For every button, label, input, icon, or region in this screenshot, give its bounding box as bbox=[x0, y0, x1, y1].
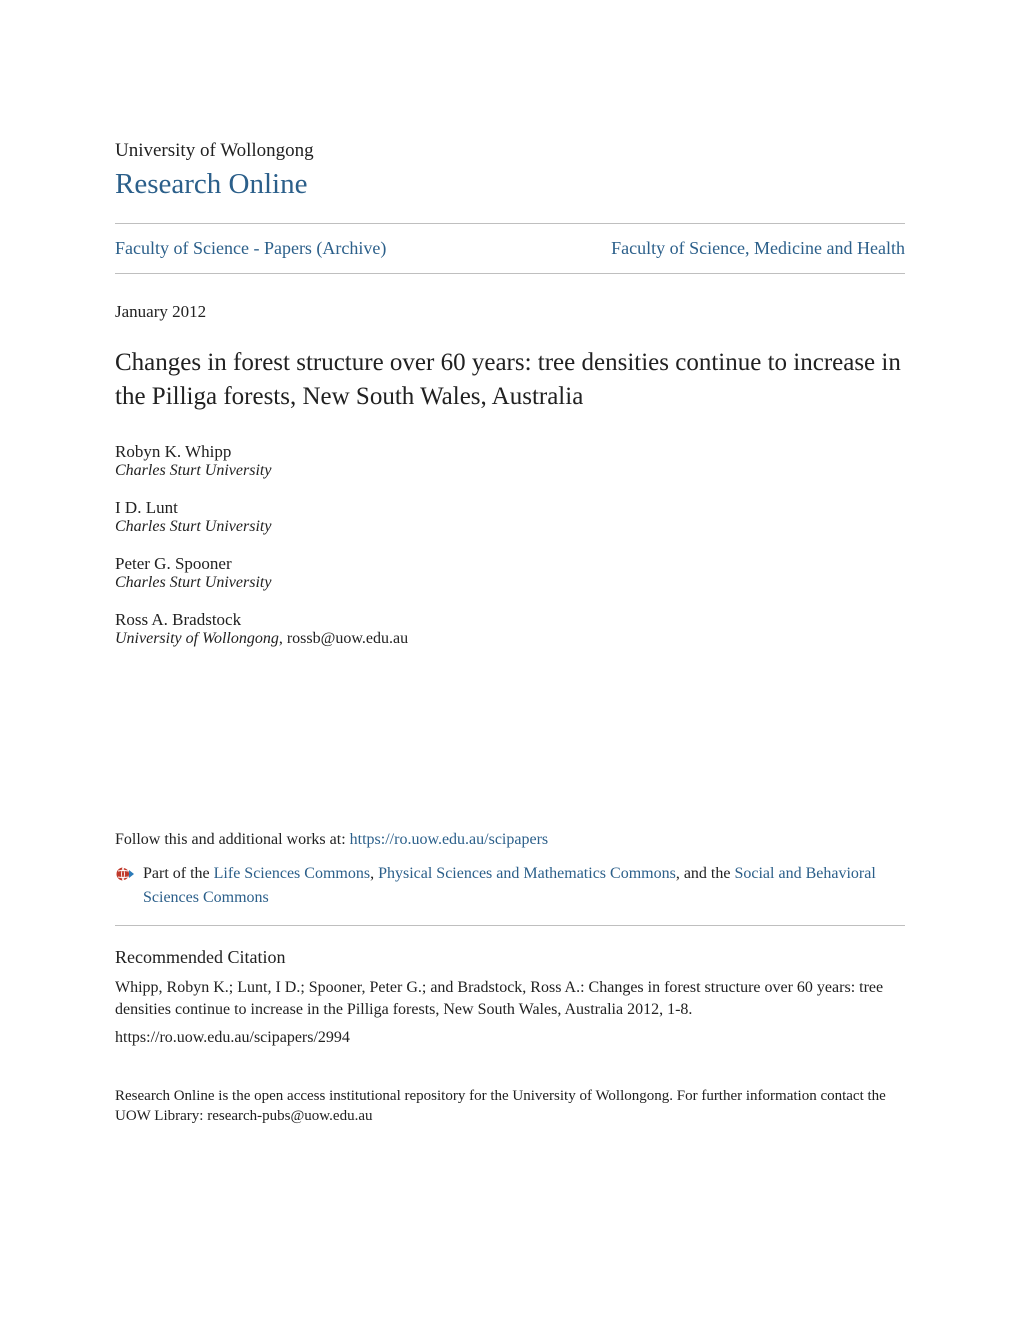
follow-link[interactable]: https://ro.uow.edu.au/scipapers bbox=[350, 831, 548, 848]
paper-title: Changes in forest structure over 60 year… bbox=[115, 346, 905, 414]
commons-row: Part of the Life Sciences Commons, Physi… bbox=[115, 862, 905, 912]
follow-line: Follow this and additional works at: htt… bbox=[115, 828, 905, 852]
page-content: University of Wollongong Research Online… bbox=[115, 140, 905, 1126]
follow-prefix: Follow this and additional works at: bbox=[115, 831, 350, 848]
author-block: Robyn K. Whipp Charles Sturt University bbox=[115, 442, 905, 480]
author-name: I D. Lunt bbox=[115, 498, 905, 518]
divider-citation bbox=[115, 925, 905, 926]
author-block: I D. Lunt Charles Sturt University bbox=[115, 498, 905, 536]
nav-row: Faculty of Science - Papers (Archive) Fa… bbox=[115, 224, 905, 273]
site-title-link[interactable]: Research Online bbox=[115, 168, 307, 200]
commons-link-1[interactable]: Life Sciences Commons bbox=[214, 865, 370, 882]
part-prefix: Part of the bbox=[143, 865, 214, 882]
site-title: Research Online bbox=[115, 168, 905, 201]
university-name: University of Wollongong bbox=[115, 140, 905, 162]
author-affil: Charles Sturt University bbox=[115, 574, 905, 592]
nav-left-link[interactable]: Faculty of Science - Papers (Archive) bbox=[115, 238, 386, 259]
author-name: Peter G. Spooner bbox=[115, 554, 905, 574]
recommended-heading: Recommended Citation bbox=[115, 944, 905, 971]
follow-block: Follow this and additional works at: htt… bbox=[115, 828, 905, 1127]
commons-link-2[interactable]: Physical Sciences and Mathematics Common… bbox=[378, 865, 676, 882]
author-name: Robyn K. Whipp bbox=[115, 442, 905, 462]
recommended-body: Whipp, Robyn K.; Lunt, I D.; Spooner, Pe… bbox=[115, 977, 905, 1022]
footer-text: Research Online is the open access insti… bbox=[115, 1086, 905, 1127]
author-affil: University of Wollongong, rossb@uow.edu.… bbox=[115, 630, 905, 648]
recommended-url: https://ro.uow.edu.au/scipapers/2994 bbox=[115, 1026, 905, 1050]
publication-date: January 2012 bbox=[115, 302, 905, 322]
nav-right-link[interactable]: Faculty of Science, Medicine and Health bbox=[611, 238, 905, 259]
commons-text: Part of the Life Sciences Commons, Physi… bbox=[143, 862, 905, 912]
author-block: Peter G. Spooner Charles Sturt Universit… bbox=[115, 554, 905, 592]
author-block: Ross A. Bradstock University of Wollongo… bbox=[115, 610, 905, 648]
network-commons-icon bbox=[115, 864, 135, 884]
divider-bottom bbox=[115, 273, 905, 274]
author-name: Ross A. Bradstock bbox=[115, 610, 905, 630]
author-affil: Charles Sturt University bbox=[115, 462, 905, 480]
author-affil: Charles Sturt University bbox=[115, 518, 905, 536]
